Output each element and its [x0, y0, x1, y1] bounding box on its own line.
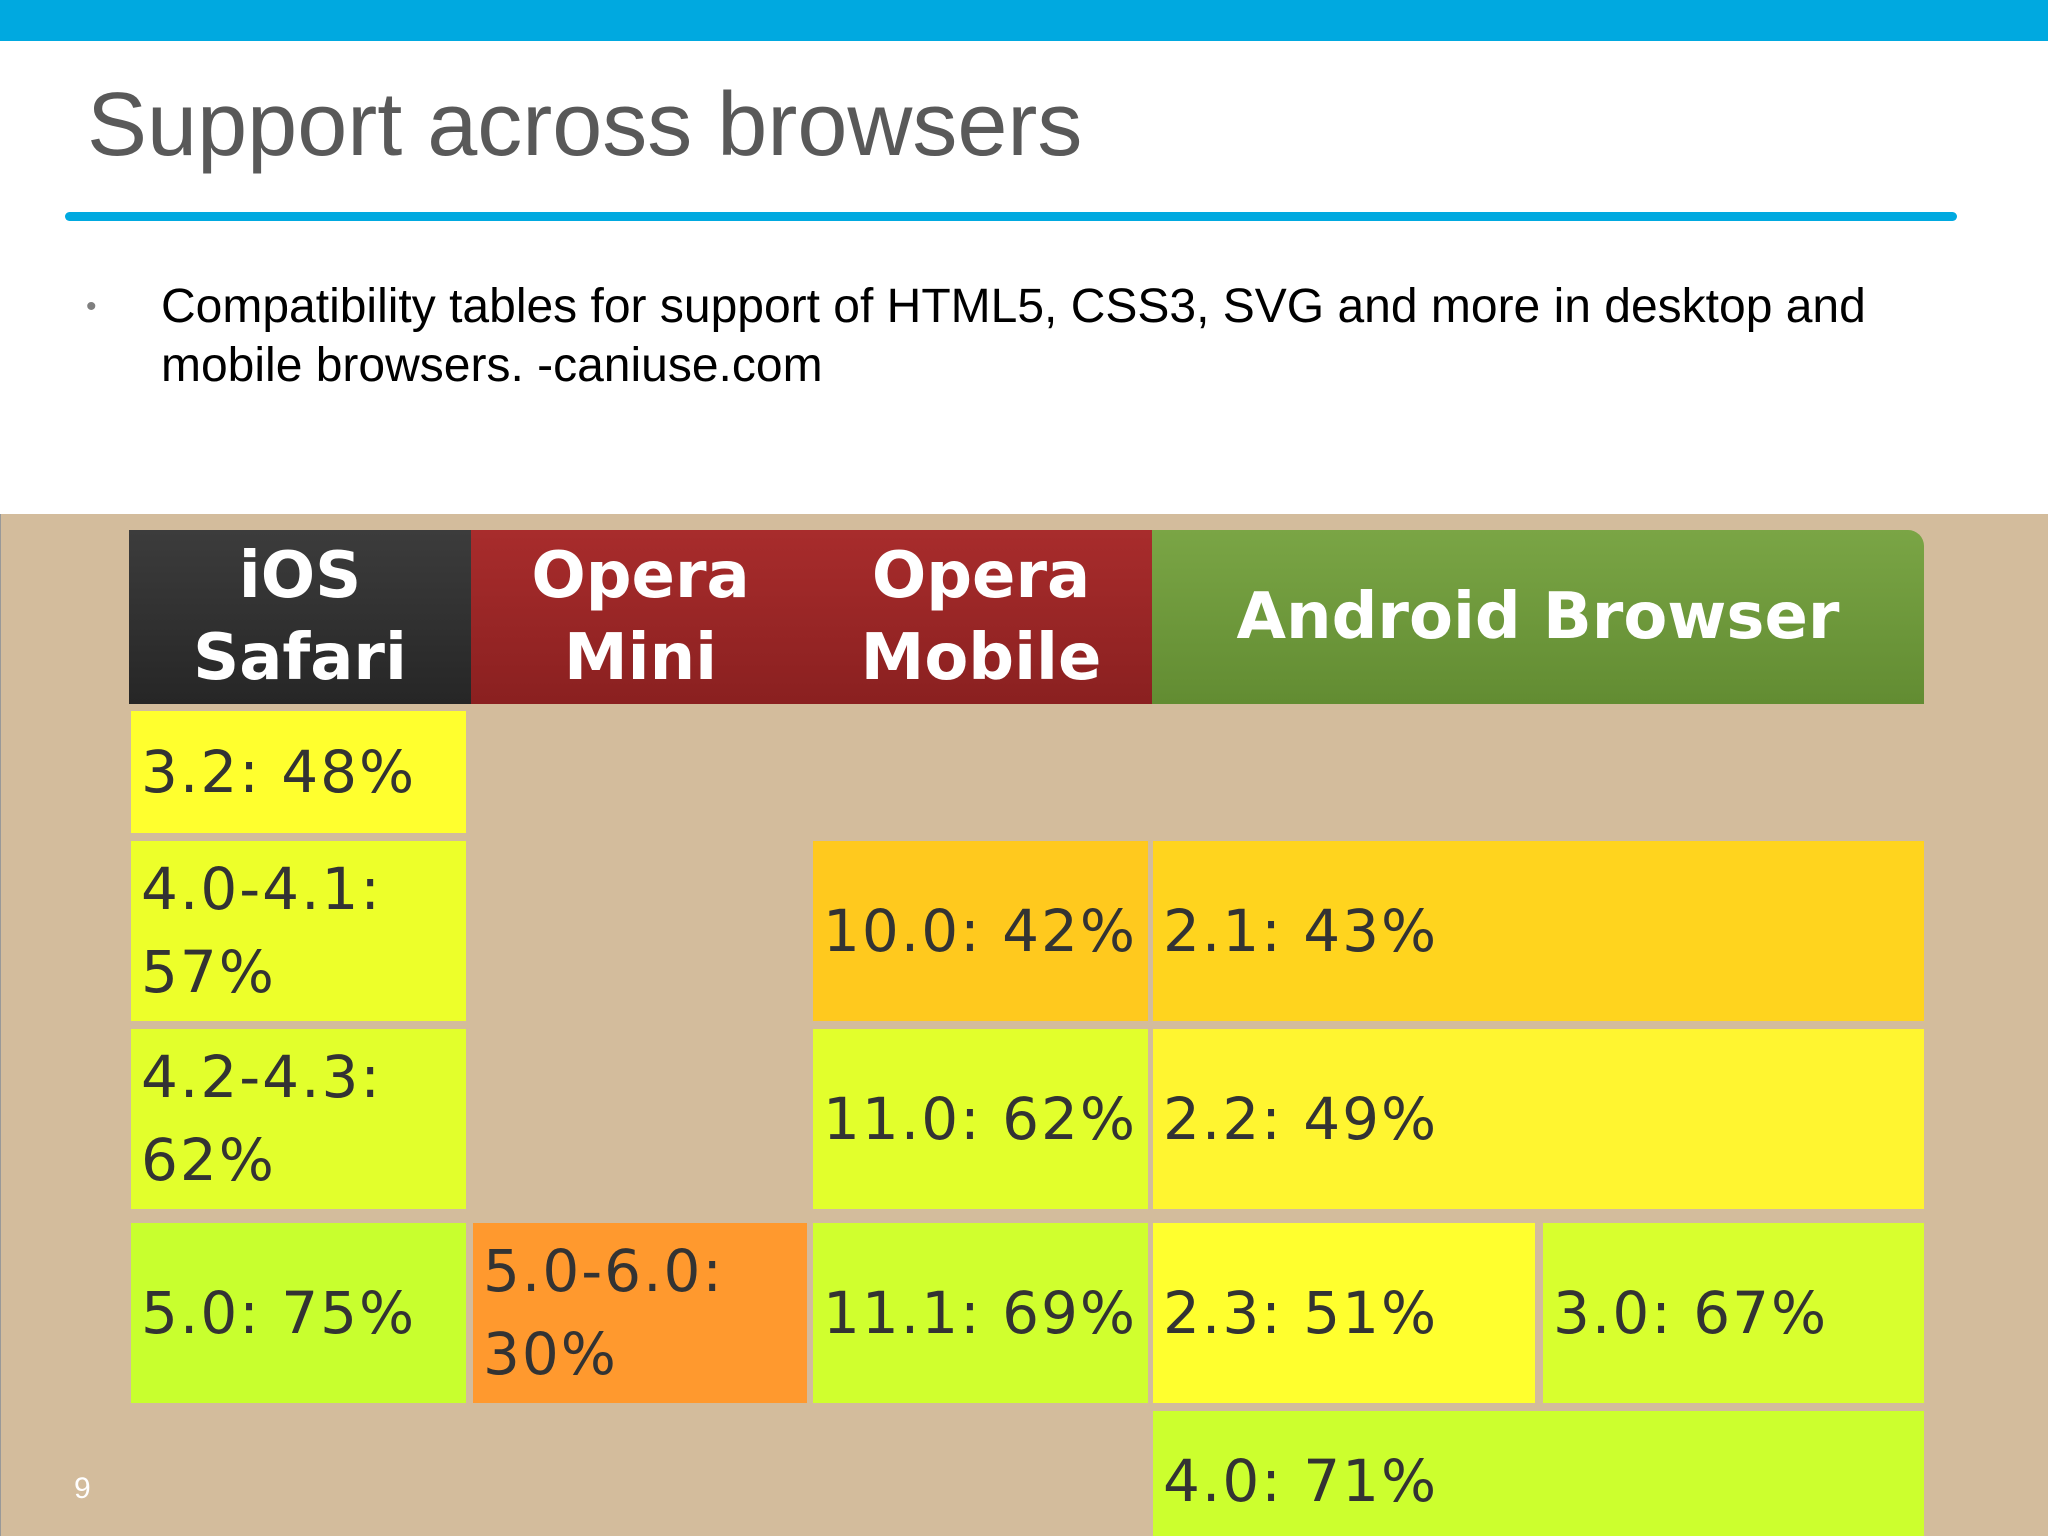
- header-opera-mobile: Opera Mobile: [810, 530, 1152, 704]
- cell-opera-mobile-11-0: 11.0: 62%: [813, 1029, 1148, 1209]
- cell-ios-4-2: 4.2-4.3: 62%: [131, 1029, 466, 1209]
- cell-opera-mini-5-0: 5.0-6.0: 30%: [473, 1223, 807, 1403]
- cell-ios-3-2: 3.2: 48%: [131, 711, 466, 833]
- top-accent-bar: [0, 0, 2048, 41]
- cell-opera-mobile-10-0: 10.0: 42%: [813, 841, 1148, 1021]
- header-android-browser: Android Browser: [1152, 530, 1924, 704]
- bullet-text: Compatibility tables for support of HTML…: [161, 280, 1866, 392]
- cell-android-2-2: 2.2: 49%: [1153, 1029, 1924, 1209]
- cell-ios-5-0: 5.0: 75%: [131, 1223, 466, 1403]
- cell-opera-mobile-11-1: 11.1: 69%: [813, 1223, 1148, 1403]
- cell-android-2-1: 2.1: 43%: [1153, 841, 1924, 1021]
- cell-ios-4-0: 4.0-4.1: 57%: [131, 841, 466, 1021]
- cell-android-4-0: 4.0: 71%: [1153, 1411, 1924, 1536]
- cell-android-2-3: 2.3: 51%: [1153, 1223, 1535, 1403]
- header-ios-safari: iOS Safari: [129, 530, 471, 704]
- cell-android-3-0: 3.0: 67%: [1543, 1223, 1924, 1403]
- header-opera-mini: Opera Mini: [471, 530, 810, 704]
- page-number: 9: [74, 1472, 91, 1505]
- title-underline: [65, 212, 1957, 221]
- bullet-icon: •: [86, 290, 97, 323]
- caniuse-table-screenshot: iOS Safari Opera Mini Opera Mobile Andro…: [0, 514, 2048, 1536]
- slide-title: Support across browsers: [87, 75, 1083, 175]
